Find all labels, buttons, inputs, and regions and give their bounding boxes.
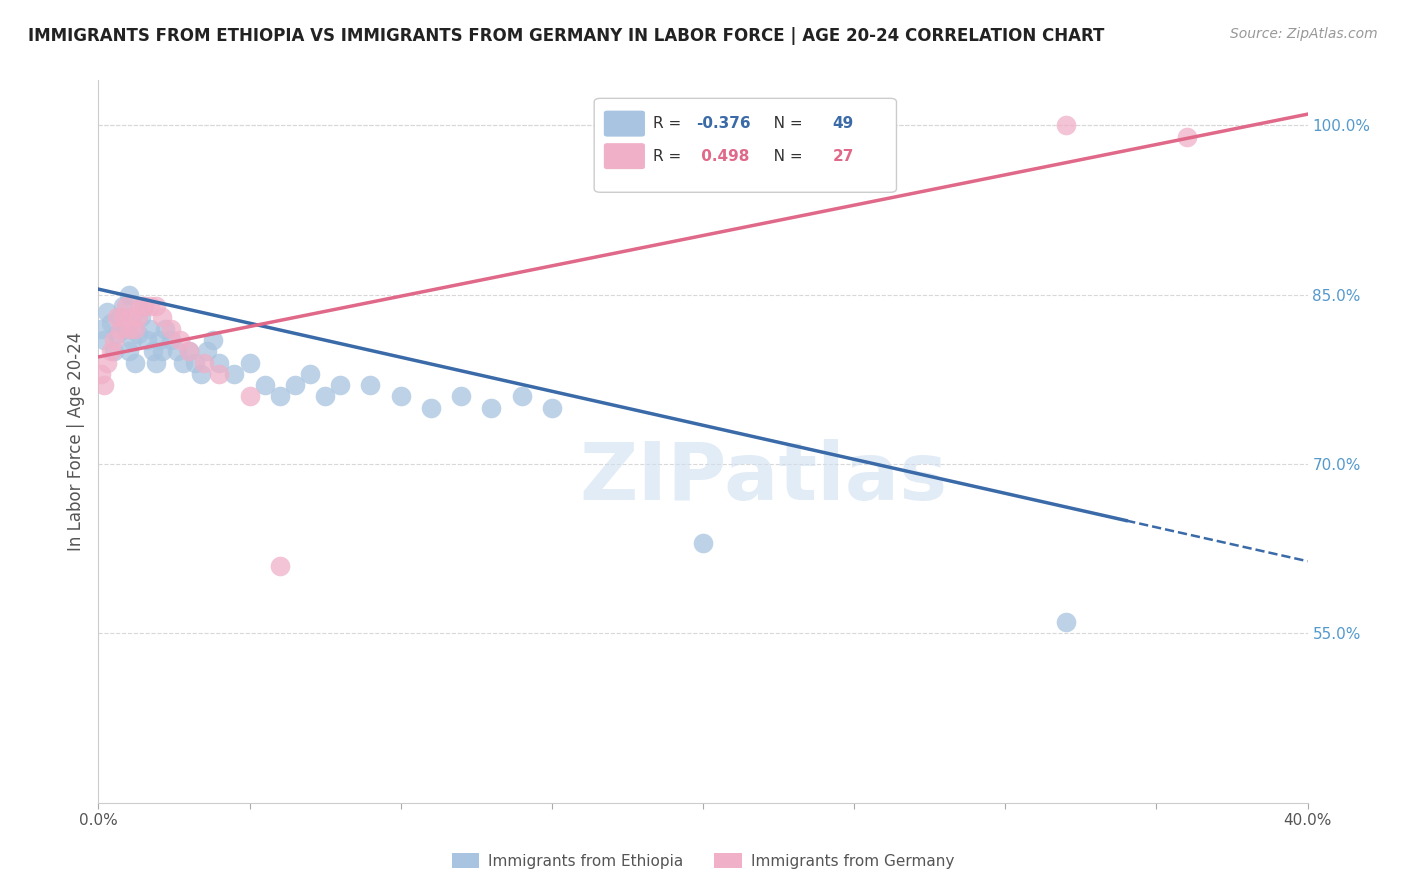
Point — [139, 321, 162, 335]
Point — [179, 344, 201, 359]
Text: N =: N = — [759, 149, 807, 163]
Point — [108, 321, 131, 335]
FancyBboxPatch shape — [603, 143, 645, 169]
Legend: Immigrants from Ethiopia, Immigrants from Germany: Immigrants from Ethiopia, Immigrants fro… — [446, 847, 960, 875]
Point — [145, 299, 167, 313]
Point — [208, 355, 231, 369]
Point — [195, 344, 218, 359]
Point — [510, 389, 533, 403]
Point — [100, 344, 122, 359]
Point — [118, 287, 141, 301]
Point — [111, 299, 134, 313]
Point — [108, 310, 131, 325]
Point — [540, 401, 562, 415]
Point — [105, 327, 128, 342]
Point — [160, 321, 183, 335]
Point — [127, 310, 149, 325]
Point — [166, 344, 188, 359]
Point — [420, 401, 443, 415]
Point — [96, 304, 118, 318]
Point — [93, 333, 115, 347]
Text: R =: R = — [654, 116, 686, 131]
Point — [121, 333, 143, 347]
Point — [153, 321, 176, 335]
Point — [269, 389, 291, 403]
Point — [284, 378, 307, 392]
Point — [389, 389, 412, 403]
Point — [450, 389, 472, 403]
Y-axis label: In Labor Force | Age 20-24: In Labor Force | Age 20-24 — [66, 332, 84, 551]
Text: R =: R = — [654, 149, 686, 163]
Text: -0.376: -0.376 — [696, 116, 751, 131]
Text: Source: ZipAtlas.com: Source: ZipAtlas.com — [1230, 27, 1378, 41]
Point — [124, 321, 146, 335]
Point — [269, 558, 291, 573]
Point — [139, 299, 162, 313]
Point — [145, 355, 167, 369]
Point — [360, 378, 382, 392]
Text: 27: 27 — [832, 149, 853, 163]
Point — [193, 355, 215, 369]
Point — [129, 299, 152, 313]
Point — [150, 344, 173, 359]
Point — [329, 378, 352, 392]
Text: 49: 49 — [832, 116, 853, 131]
Point — [150, 310, 173, 325]
Point — [103, 344, 125, 359]
Point — [96, 355, 118, 369]
Point — [1054, 615, 1077, 629]
Point — [118, 321, 141, 335]
Point — [142, 344, 165, 359]
Point — [114, 321, 136, 335]
Point — [90, 321, 112, 335]
Point — [127, 327, 149, 342]
Point — [299, 367, 322, 381]
Point — [118, 344, 141, 359]
Point — [124, 355, 146, 369]
Point — [169, 333, 191, 347]
Text: N =: N = — [759, 116, 807, 131]
Text: 0.498: 0.498 — [696, 149, 749, 163]
Point — [90, 367, 112, 381]
Point — [160, 333, 183, 347]
Point — [224, 367, 246, 381]
Point — [239, 355, 262, 369]
Point — [184, 355, 207, 369]
Point — [692, 536, 714, 550]
Point — [114, 299, 136, 313]
Point — [148, 333, 170, 347]
Point — [190, 367, 212, 381]
Point — [481, 401, 503, 415]
Point — [239, 389, 262, 403]
Point — [93, 378, 115, 392]
Point — [1054, 119, 1077, 133]
Point — [202, 333, 225, 347]
Text: IMMIGRANTS FROM ETHIOPIA VS IMMIGRANTS FROM GERMANY IN LABOR FORCE | AGE 20-24 C: IMMIGRANTS FROM ETHIOPIA VS IMMIGRANTS F… — [28, 27, 1105, 45]
Point — [253, 378, 276, 392]
Point — [129, 310, 152, 325]
FancyBboxPatch shape — [595, 98, 897, 193]
Point — [1175, 129, 1198, 144]
Point — [132, 299, 155, 313]
Point — [135, 333, 157, 347]
Text: ZIPatlas: ZIPatlas — [579, 439, 948, 516]
Point — [314, 389, 336, 403]
Point — [179, 344, 201, 359]
Point — [121, 310, 143, 325]
Point — [111, 310, 134, 325]
Point — [103, 333, 125, 347]
Point — [132, 299, 155, 313]
Point — [105, 310, 128, 325]
FancyBboxPatch shape — [603, 111, 645, 136]
Point — [100, 316, 122, 330]
Point — [208, 367, 231, 381]
Point — [172, 355, 194, 369]
